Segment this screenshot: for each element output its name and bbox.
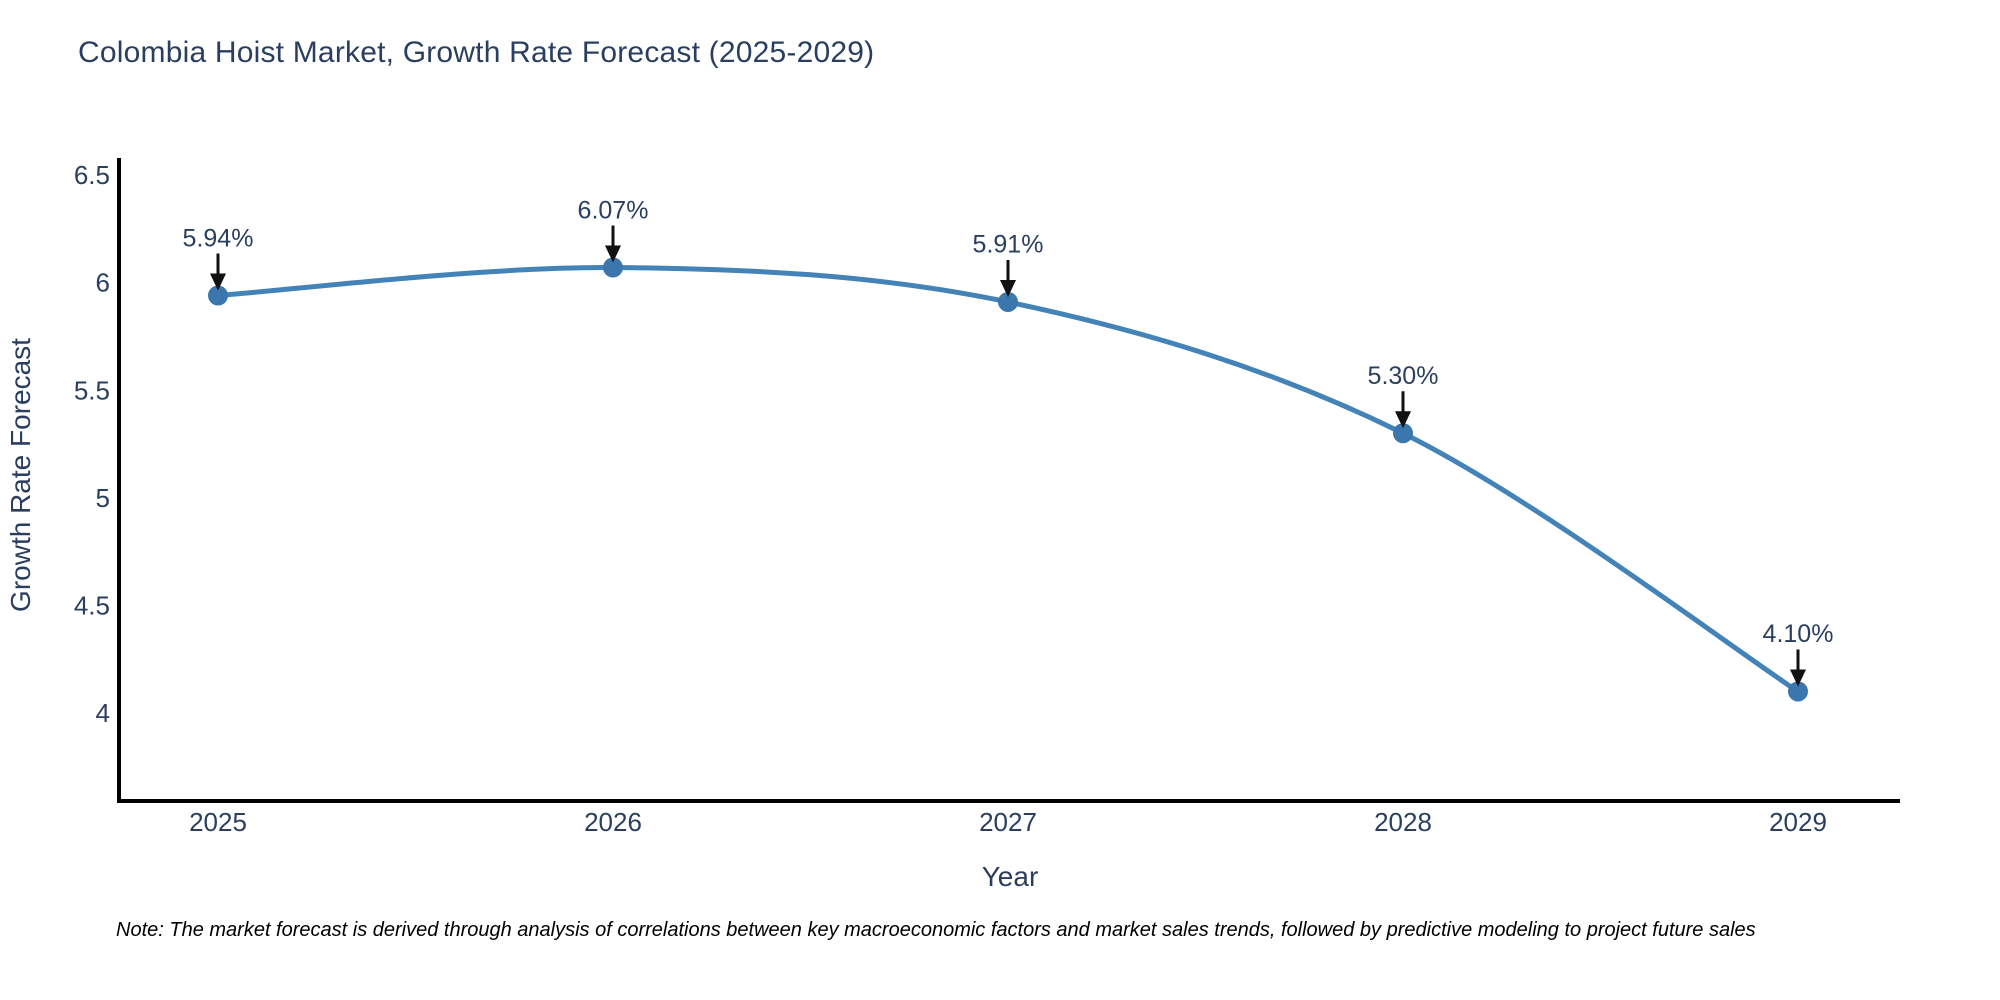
footnote: Note: The market forecast is derived thr… [116, 919, 1756, 941]
data-point-2027[interactable] [998, 291, 1018, 312]
annotation-arrow-head [1000, 279, 1016, 297]
y-tick-label: 4 [96, 698, 110, 728]
y-tick-label: 4.5 [74, 591, 110, 621]
data-point-2029[interactable] [1788, 681, 1808, 702]
data-point-label: 5.30% [1368, 362, 1439, 390]
data-point-label: 5.91% [973, 231, 1044, 259]
y-tick-label: 5 [96, 483, 110, 513]
data-point-2028[interactable] [1393, 423, 1413, 444]
data-point-2025[interactable] [208, 285, 228, 306]
data-point-label: 6.07% [578, 196, 649, 224]
annotation-arrow-head [1790, 669, 1806, 687]
annotation-arrow-head [605, 245, 621, 263]
x-tick-label: 2025 [189, 807, 247, 837]
data-point-label: 4.10% [1763, 620, 1834, 648]
x-tick-label: 2029 [1769, 807, 1827, 837]
data-point-label: 5.94% [183, 224, 254, 252]
annotation-arrow-head [210, 273, 226, 291]
x-axis-title: Year [982, 861, 1039, 892]
y-tick-label: 5.5 [74, 375, 110, 405]
data-point-2026[interactable] [603, 257, 623, 278]
x-tick-label: 2026 [584, 807, 642, 837]
x-tick-label: 2028 [1374, 807, 1432, 837]
y-tick-label: 6.5 [74, 160, 110, 190]
trend-line [215, 265, 1801, 694]
annotation-arrow-head [1395, 411, 1411, 429]
x-tick-label: 2027 [979, 807, 1037, 837]
y-axis-title: Growth Rate Forecast [5, 338, 36, 612]
chart-title: Colombia Hoist Market, Growth Rate Forec… [78, 36, 875, 69]
y-tick-label: 6 [96, 268, 110, 298]
